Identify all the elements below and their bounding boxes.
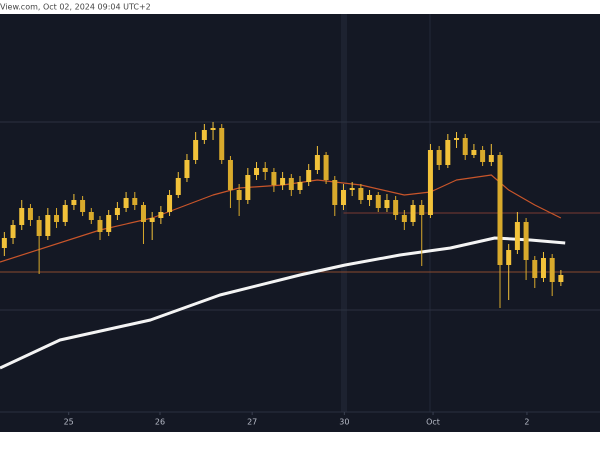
x-tick-label: 27 xyxy=(247,418,257,427)
candle-body xyxy=(288,178,294,190)
candle-body xyxy=(10,225,16,238)
candle-body xyxy=(523,222,529,260)
candle-body xyxy=(419,205,425,215)
candle-body xyxy=(19,208,25,225)
candle-body xyxy=(358,188,364,200)
candle-body xyxy=(227,160,233,190)
candle-body xyxy=(497,155,503,265)
candle-body xyxy=(297,182,303,190)
candle-body xyxy=(454,138,460,140)
candle-body xyxy=(445,140,451,165)
x-tick-label: Oct xyxy=(426,418,440,427)
x-axis: 25 26 27 30 Oct 2 xyxy=(64,412,530,427)
candle-body xyxy=(532,260,538,278)
candle-body xyxy=(1,238,7,248)
candle-body xyxy=(375,195,381,208)
candle-body xyxy=(280,178,286,185)
candle-body xyxy=(106,215,112,232)
candle-body xyxy=(132,198,138,205)
x-tick-label: 26 xyxy=(155,418,165,427)
candle-body xyxy=(506,250,512,265)
candle-body xyxy=(245,175,251,200)
candles xyxy=(1,122,564,308)
candle-body xyxy=(323,155,329,180)
candle-body xyxy=(340,190,346,205)
candle-body xyxy=(210,128,216,130)
candle-body xyxy=(271,172,277,185)
plot-area xyxy=(0,14,600,432)
x-tick-label: 25 xyxy=(64,418,74,427)
candle-body xyxy=(549,258,555,282)
candle-body xyxy=(80,200,86,212)
moving-average-line xyxy=(0,236,566,370)
candle-body xyxy=(254,168,260,175)
chart-title: View.com, Oct 02, 2024 09:04 UTC+2 xyxy=(0,3,151,12)
candle-body xyxy=(193,140,199,160)
candle-body xyxy=(436,150,442,165)
candle-body xyxy=(45,215,51,236)
candle-body xyxy=(384,200,390,208)
candle-body xyxy=(62,205,68,222)
candle-body xyxy=(167,195,173,212)
candle-body xyxy=(158,212,164,218)
candle-body xyxy=(314,155,320,170)
candle-body xyxy=(410,205,416,222)
candle-body xyxy=(140,205,146,222)
candle-body xyxy=(558,275,564,282)
candle-body xyxy=(262,168,268,172)
candle-body xyxy=(462,138,468,155)
candle-body xyxy=(114,208,120,215)
candle-body xyxy=(488,155,494,162)
candle-body xyxy=(184,160,190,178)
candle-body xyxy=(36,220,42,236)
candle-body xyxy=(175,178,181,195)
candle-body xyxy=(201,130,207,140)
candle-body xyxy=(306,170,312,182)
candle-body xyxy=(149,218,155,222)
candle-body xyxy=(123,198,129,208)
candle-body xyxy=(54,215,60,222)
candle-body xyxy=(71,200,77,205)
candle-body xyxy=(393,200,399,215)
x-tick-label: 2 xyxy=(524,418,529,427)
candle-body xyxy=(401,215,407,222)
candle-body xyxy=(480,150,486,162)
x-tick-label: 30 xyxy=(339,418,349,427)
candle-body xyxy=(88,212,94,220)
candle-body xyxy=(540,258,546,278)
candle-body xyxy=(332,180,338,205)
candle-body xyxy=(514,222,520,250)
candle-body xyxy=(471,150,477,155)
candle-body xyxy=(27,208,33,220)
candle-body xyxy=(349,188,355,190)
candle-body xyxy=(219,128,225,160)
candle-body xyxy=(236,190,242,200)
candle-body xyxy=(367,195,373,200)
candle-body xyxy=(97,220,103,232)
candle-body xyxy=(427,150,433,215)
